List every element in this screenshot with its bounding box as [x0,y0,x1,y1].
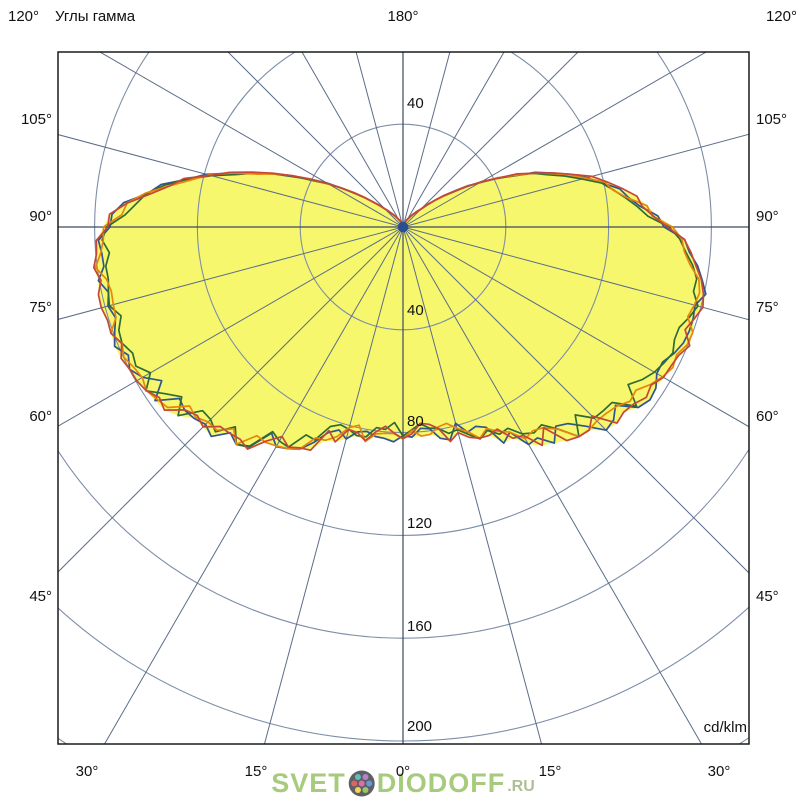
gamma-label-right-75°: 75° [756,299,779,316]
intensity-curves [92,171,707,452]
gamma-label-bottom-3: 15° [538,763,562,780]
radial-label-40-1: 40 [407,302,424,319]
unit-label: cd/klm [703,719,747,736]
grid-spoke-30 [402,226,703,744]
grid-spoke-225 [227,52,404,228]
grid-spoke-45 [402,226,749,574]
gamma-label-left-60°: 60° [29,408,52,425]
grid-spoke-105 [402,133,749,228]
gamma-label-top-left: 120° [8,8,40,25]
watermark-logo-dot [350,780,357,787]
watermark-logo-dot [358,780,365,787]
gamma-label-right-45°: 45° [756,588,779,605]
grid-spoke-300 [58,226,404,427]
grid-spoke-315 [58,226,404,573]
gamma-label-left-75°: 75° [29,299,52,316]
chart-title: Углы гамма [55,8,136,25]
watermark-logo-dot [354,774,361,781]
radial-label-200-5: 200 [407,718,433,735]
grid-spoke-60 [402,226,749,428]
watermark-logo-dot [365,780,372,787]
grid-spoke-195 [355,52,404,228]
gamma-label-left-105°: 105° [20,111,52,128]
grid-spoke-150 [402,52,505,228]
grid-spoke-120 [402,52,708,228]
gamma-label-left-90°: 90° [29,208,52,225]
gamma-label-bottom-4: 30° [707,763,731,780]
grid-spoke-15 [402,226,543,744]
center-dot [397,221,409,233]
radial-label-40-0: 40 [407,95,424,112]
grid-spoke-165 [402,52,451,228]
gamma-label-right-60°: 60° [756,408,779,425]
grid-spoke-285 [58,226,404,320]
watermark-text-pre: SVET [271,768,346,798]
radial-label-80-2: 80 [407,413,424,430]
watermark: SVET DIODOFF .RU [271,768,535,799]
watermark-logo-icon [348,770,375,797]
gamma-label-bottom-2: 0° [395,763,411,780]
gamma-label-left-45°: 45° [29,588,52,605]
grid-spoke-75 [402,226,749,321]
plot-border [57,51,750,745]
watermark-logo-dot [354,786,361,793]
gamma-label-right-105°: 105° [756,111,788,128]
grid-spoke-135 [402,52,579,228]
gamma-label-bottom-1: 15° [244,763,268,780]
radial-label-160-4: 160 [407,618,433,635]
gamma-label-top-center: 180° [387,8,419,25]
watermark-logo-dot [361,774,368,781]
radial-label-120-3: 120 [407,515,433,532]
gamma-label-top-right: 120° [765,8,797,25]
curve-red [92,171,705,452]
watermark-text-post: DIODOFF [376,768,506,798]
grid-spoke-240 [98,52,404,228]
grid-spoke-255 [58,134,404,228]
intensity-fill-area [93,172,706,451]
gamma-label-bottom-0: 30° [75,763,99,780]
grid-spoke-345 [263,226,404,744]
watermark-logo-dot [361,786,368,793]
grid-spoke-330 [103,226,404,744]
grid-spoke-210 [301,52,404,228]
watermark-text-tld: .RU [507,778,535,795]
gamma-label-right-90°: 90° [756,208,779,225]
